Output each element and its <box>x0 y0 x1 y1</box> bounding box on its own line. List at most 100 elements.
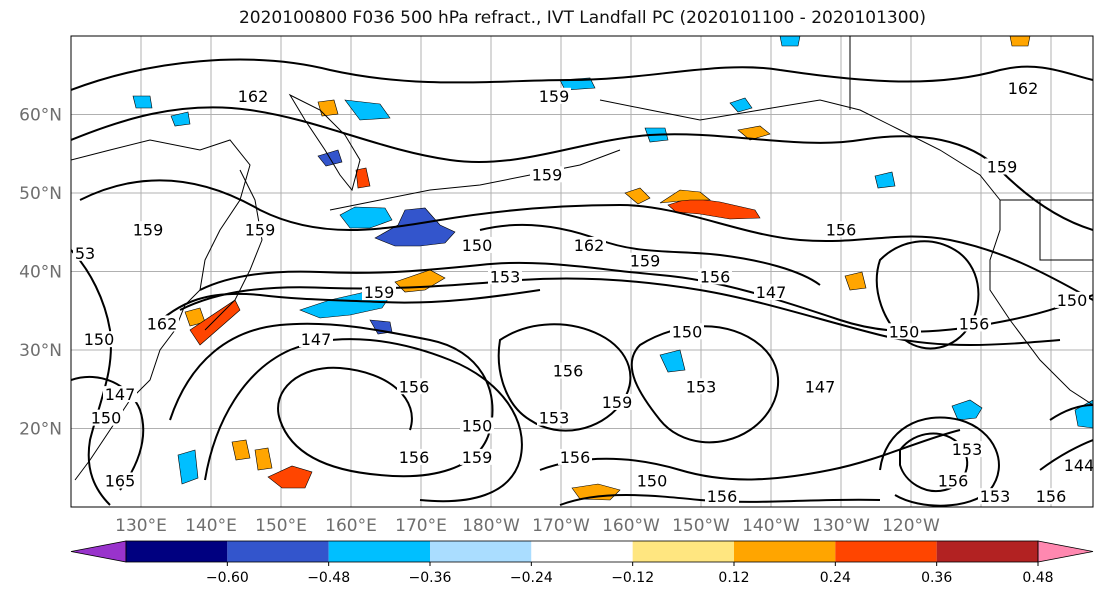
shade-negative <box>779 36 801 47</box>
contour-line <box>630 325 779 444</box>
lon-label: 120°W <box>882 516 940 536</box>
contour-line <box>559 494 881 506</box>
contour-label: 162 <box>147 314 178 333</box>
contour-label-bg <box>1062 456 1093 473</box>
contour-label: 162 <box>574 236 605 255</box>
contour-line <box>539 429 961 481</box>
contour-label-bg <box>488 268 522 285</box>
contour-label-bg <box>698 268 732 285</box>
contour-label: 156 <box>700 267 731 286</box>
contour-labels: 162 159 159 159 150 162 159 156 153 156 147 159 150 1… <box>73 79 1095 506</box>
contour-label: 156 <box>707 487 738 506</box>
contour-label: 150 <box>462 417 493 436</box>
colorbar-tick-label: −0.24 <box>510 570 553 586</box>
shade-negative <box>1074 399 1093 429</box>
coastline-asia <box>71 139 251 481</box>
contour-label: 159 <box>630 252 661 271</box>
contour-line <box>899 432 969 493</box>
colorbar-outline <box>125 540 1039 563</box>
contour-label-bg <box>803 378 837 395</box>
contour-label: 162 <box>1008 79 1039 98</box>
shade-positive <box>189 299 241 346</box>
lon-label: 170°E <box>395 516 447 536</box>
contour-label-bg <box>1034 488 1068 505</box>
lat-label: 30°N <box>19 341 62 361</box>
lon-label: 180°W <box>462 516 520 536</box>
colorbar-tick-label: −0.12 <box>611 570 654 586</box>
colorbar-segment <box>835 541 937 562</box>
colorbar-segment <box>936 541 1038 562</box>
shade-positive <box>267 465 313 489</box>
contour-label-bg <box>754 284 788 301</box>
contour-label: 150 <box>637 471 668 490</box>
contour-label-bg <box>551 362 585 379</box>
colorbar-extend-low <box>70 540 127 563</box>
contour-label: 159 <box>987 157 1018 176</box>
shade-positive <box>737 125 771 141</box>
map-frame <box>70 35 1094 508</box>
lon-label: 160°E <box>325 516 377 536</box>
shade-negative <box>374 207 456 247</box>
coastline-kamchatka <box>288 93 361 192</box>
colorbar-segment <box>531 541 633 562</box>
contour-label-bg <box>145 315 179 332</box>
lon-label: 140°W <box>742 516 800 536</box>
contour-label-bg <box>628 252 662 269</box>
contour-line <box>79 179 1093 301</box>
shade-positive <box>394 269 446 293</box>
shade-negative <box>659 349 686 373</box>
contour-label: 159 <box>364 283 395 302</box>
contour-label-bg <box>537 409 571 426</box>
contour-label-bg <box>537 87 571 104</box>
contour-line <box>1039 404 1093 471</box>
colorbar-tick-label: −0.48 <box>307 570 350 586</box>
contour-label: 159 <box>602 393 633 412</box>
contour-label-bg <box>103 386 137 403</box>
contour-label-bg <box>670 323 704 340</box>
shade-negative <box>132 95 153 109</box>
contour-label-bg <box>684 378 718 395</box>
shade-negative <box>729 97 753 113</box>
contour-label-bg <box>530 166 564 183</box>
contour-label: 53 <box>75 244 95 263</box>
contour-label: 147 <box>805 377 836 396</box>
lon-label: 130°E <box>115 516 167 536</box>
longitude-labels: 130°E 140°E 150°E 160°E 170°E 180°W 170°W 160°W… <box>115 516 940 536</box>
shade-positive <box>844 271 867 291</box>
contour-label: 156 <box>399 448 430 467</box>
contour-label-bg <box>460 448 494 465</box>
contour-label: 144 <box>1064 456 1095 475</box>
shade-negative <box>951 399 983 421</box>
contour-label-bg <box>985 158 1019 175</box>
contour-line <box>879 416 1000 507</box>
contour-label-bg <box>1006 79 1040 96</box>
contour-label: 165 <box>105 471 136 490</box>
contour-label: 153 <box>952 440 983 459</box>
contour-label: 156 <box>938 471 969 490</box>
contour-label: 147 <box>105 385 136 404</box>
contour-label-bg <box>887 323 921 340</box>
coastline-japan <box>204 169 263 331</box>
anomaly-shading <box>132 36 1093 501</box>
lon-label: 150°W <box>672 516 730 536</box>
colorbar-tick-label: −0.36 <box>409 570 452 586</box>
contour-label: 159 <box>245 220 276 239</box>
latitude-labels: 60°N 50°N 40°N 30°N 20°N <box>19 106 62 440</box>
shade-positive <box>624 187 651 205</box>
contour-label-bg <box>558 448 592 465</box>
contour-label: 156 <box>553 362 584 381</box>
colorbar-tick-label: 0.48 <box>1022 570 1053 586</box>
contour-line <box>479 223 821 286</box>
colorbar-segment <box>227 541 329 562</box>
contour-label-bg <box>362 284 396 301</box>
contour-label-bg <box>460 236 494 253</box>
lon-label: 150°E <box>255 516 307 536</box>
contour-label-bg <box>73 244 97 261</box>
contour-label-bg <box>936 472 970 489</box>
contour-label: 150 <box>462 236 493 255</box>
contour-label: 153 <box>490 267 521 286</box>
contour-label-bg <box>89 409 123 426</box>
lon-label: 140°E <box>185 516 237 536</box>
contour-label: 153 <box>686 377 717 396</box>
